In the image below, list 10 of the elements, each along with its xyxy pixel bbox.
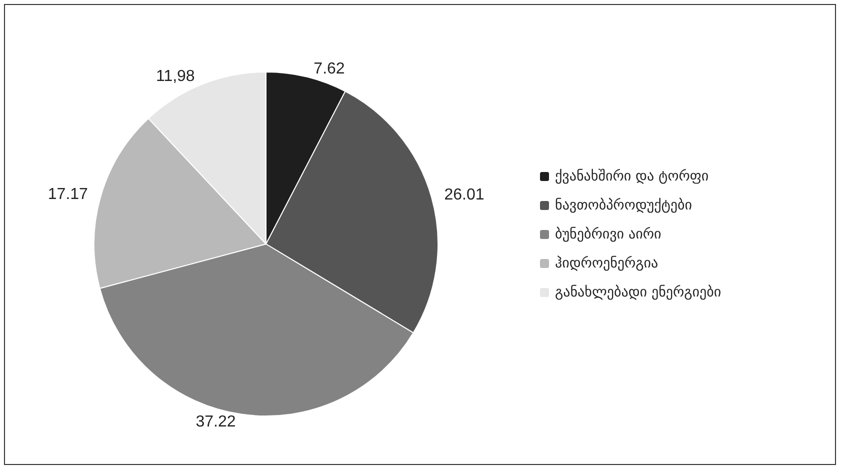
legend-label: ჰიდროენერგია [555, 256, 658, 272]
legend-label: ნავთობპროდუქტები [555, 198, 692, 214]
data-label: 26.01 [444, 186, 484, 204]
data-label: 11,98 [156, 68, 195, 86]
legend-label: ქვანახშირი და ტორფი [555, 168, 709, 184]
data-label: 37.22 [196, 414, 236, 431]
legend-label: განახლებადი ენერგიები [555, 284, 722, 300]
legend-label: ბუნებრივი აირი [555, 226, 662, 242]
data-label: 7.62 [314, 60, 345, 78]
data-label: 17.17 [48, 186, 88, 203]
